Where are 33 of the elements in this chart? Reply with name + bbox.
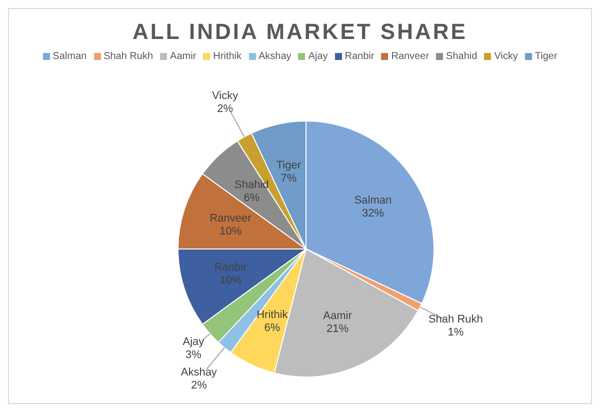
data-label: 10% (220, 274, 242, 287)
slice-label: Vicky (212, 90, 239, 102)
legend-label: Vicky (493, 51, 518, 62)
data-label: 2% (190, 379, 208, 392)
slice-label: Hrithik (256, 308, 288, 321)
legend-label: Hrithik (212, 51, 242, 62)
data-label: 3% (186, 349, 202, 362)
slice-label: Aamir (323, 310, 352, 322)
legend-label: Ajay (307, 51, 328, 62)
slice-label: Ranbir (214, 262, 248, 274)
data-label: 6% (264, 322, 280, 334)
data-label: 2% (217, 102, 234, 115)
legend-label: Akshay (258, 51, 292, 62)
slice-label: Ajay (182, 336, 205, 348)
data-label: 32% (362, 207, 384, 220)
legend-label: Aamir (169, 51, 196, 62)
data-label: 6% (244, 192, 260, 204)
slice-label: Salman (354, 194, 392, 206)
slice-label: Shah Rukh (428, 313, 483, 326)
legend-label: Ranbir (344, 51, 374, 62)
legend-label: Ranveer (390, 51, 430, 62)
data-label: 7% (280, 172, 297, 185)
data-label: 21% (326, 322, 349, 335)
data-label: 1% (448, 326, 464, 338)
legend-label: Shah Rukh (102, 51, 154, 62)
legend-label: Shahid (445, 51, 478, 62)
data-label: 10% (220, 225, 242, 238)
slice-label: Akshay (180, 366, 218, 378)
legend-label: Salman (52, 51, 87, 62)
slice-label: Tiger (276, 160, 302, 172)
legend-label: Tiger (534, 51, 558, 62)
chart-title: ALL INDIA MARKET SHARE (132, 19, 468, 45)
slice-label: Ranveer (210, 212, 252, 224)
